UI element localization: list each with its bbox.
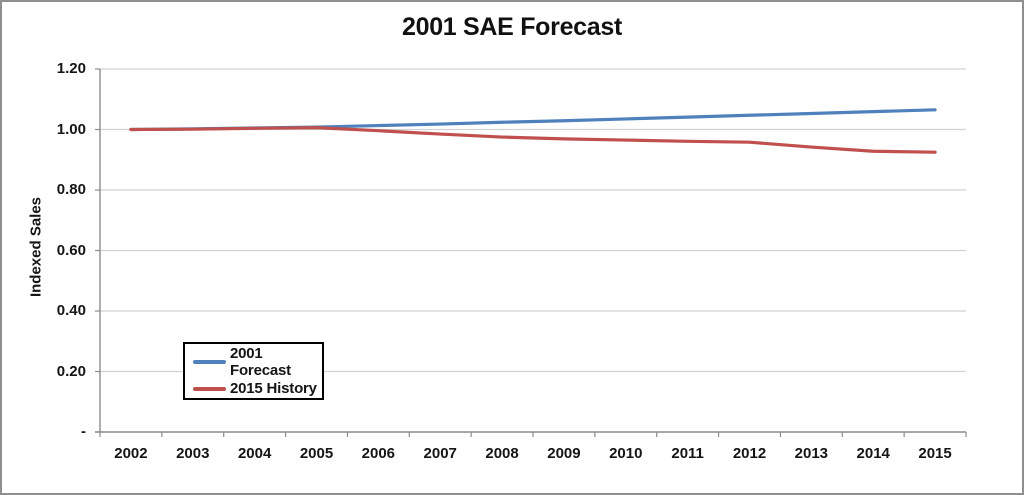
y-axis-tick-label: 0.80 <box>56 181 86 198</box>
x-axis-tick-label: 2014 <box>856 445 890 462</box>
x-axis-tick-label: 2013 <box>794 445 829 462</box>
x-axis-tick-label: 2007 <box>423 445 457 462</box>
x-axis-tick-label: 2005 <box>299 445 334 462</box>
legend-line-swatch-history <box>193 386 226 391</box>
x-axis-tick-label: 2012 <box>732 445 767 462</box>
y-axis-tick-label: - <box>81 423 86 440</box>
legend-label-forecast: 2001 Forecast <box>230 345 291 379</box>
x-axis-tick-label: 2006 <box>361 445 396 462</box>
chart-title: 2001 SAE Forecast <box>401 13 623 41</box>
x-axis-tick-label: 2002 <box>114 445 148 462</box>
y-axis-tick-label: 1.20 <box>56 60 86 77</box>
y-axis-tick-label: 0.60 <box>56 241 86 259</box>
x-axis-tick-label: 2008 <box>485 445 519 462</box>
legend-label-history: 2015 History <box>230 380 317 397</box>
x-axis-tick-label: 2003 <box>176 445 210 462</box>
x-axis-tick-label: 2009 <box>547 445 581 462</box>
legend-line-swatch-forecast <box>193 360 226 364</box>
legend-item-2015-history: 2015 History <box>193 380 322 397</box>
legend-item-2001-forecast: 2001 Forecast <box>193 345 322 379</box>
x-axis-tick-label: 2015 <box>918 445 952 462</box>
y-axis-tick-label: 0.20 <box>56 362 86 380</box>
x-axis-tick-label: 2011 <box>671 445 704 462</box>
legend: 2001 Forecast 2015 History <box>183 342 324 400</box>
y-axis-tick-label: 0.40 <box>56 302 86 319</box>
y-axis-tick-label: 1.00 <box>56 120 86 138</box>
x-axis-tick-label: 2010 <box>609 445 643 462</box>
x-axis-tick-label: 2004 <box>237 445 272 462</box>
